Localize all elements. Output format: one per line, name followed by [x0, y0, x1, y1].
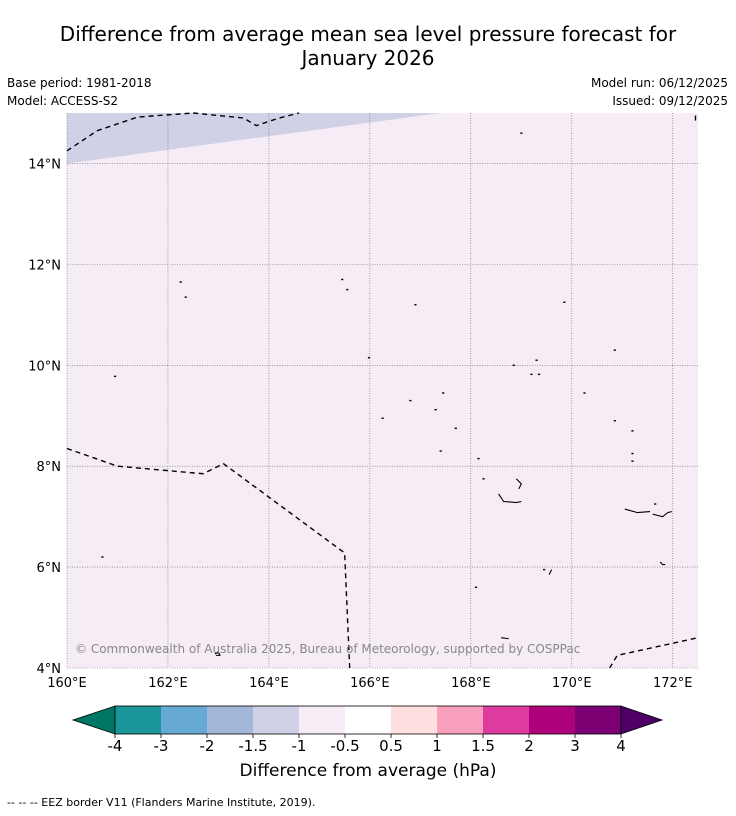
- meta-left: Base period: 1981-2018 Model: ACCESS-S2: [7, 74, 152, 110]
- island-marker: [346, 288, 349, 291]
- island-marker: [414, 304, 417, 306]
- footnote: -- -- -- EEZ border V11 (Flanders Marine…: [7, 796, 316, 809]
- colorbar-segment: [529, 706, 575, 734]
- lon-tick-label: 170°E: [552, 676, 592, 691]
- colorbar-title: Difference from average (hPa): [239, 761, 497, 781]
- title-line-1: Difference from average mean sea level p…: [59, 22, 677, 46]
- lon-tick-label: 172°E: [653, 676, 693, 691]
- island-marker: [439, 450, 442, 452]
- colorbar-segment: [345, 706, 391, 734]
- island-marker: [477, 457, 480, 460]
- island-marker: [381, 417, 384, 419]
- island-marker: [367, 357, 371, 359]
- model-name: Model: ACCESS-S2: [7, 94, 119, 108]
- colorbar-tick-label: -3: [154, 737, 169, 755]
- island-marker: [454, 427, 457, 430]
- atoll-coastline: [515, 478, 522, 490]
- lon-tick-label: 166°E: [350, 676, 390, 691]
- lat-tick-label: 10°N: [28, 359, 61, 374]
- eez-border: [609, 637, 699, 669]
- colorbar-tick-label: 1.5: [471, 737, 495, 755]
- colorbar-tick-label: -2: [200, 737, 215, 755]
- colorbar-tick-label: 4: [616, 737, 626, 755]
- lon-tick-label: 162°E: [148, 676, 188, 691]
- island-marker: [654, 503, 657, 505]
- colorbar-tick-label: -0.5: [330, 737, 359, 755]
- island-marker: [530, 373, 533, 376]
- chart-title: Difference from average mean sea level p…: [0, 22, 736, 70]
- colorbar-tick-label: -1: [292, 737, 307, 755]
- map-plot-area: © Commonwealth of Australia 2025, Bureau…: [66, 112, 699, 669]
- atoll-coastline: [548, 569, 553, 575]
- island-marker: [409, 399, 412, 402]
- colorbar-tick-label: -4: [108, 737, 123, 755]
- island-marker: [434, 408, 437, 411]
- island-marker: [537, 373, 541, 376]
- colorbar-tick-label: 1: [432, 737, 442, 755]
- island-marker: [631, 430, 634, 432]
- colorbar-segment: [483, 706, 529, 734]
- lat-tick-label: 6°N: [37, 561, 62, 576]
- island-marker: [613, 349, 616, 351]
- colorbar-segment: [391, 706, 437, 734]
- atoll-coastline: [498, 493, 522, 504]
- map-background: [67, 113, 698, 668]
- island-marker: [179, 281, 182, 283]
- island-marker: [563, 301, 566, 303]
- atoll-coastline: [652, 511, 672, 518]
- island-marker: [442, 392, 445, 394]
- atoll-coastline: [624, 508, 651, 514]
- lon-tick-label: 164°E: [249, 676, 289, 691]
- island-marker: [184, 296, 187, 298]
- lat-tick-label: 8°N: [37, 460, 62, 475]
- colorbar-segment: [253, 706, 299, 734]
- atoll-coastline: [659, 561, 666, 566]
- island-marker: [101, 556, 104, 558]
- colorbar-segment: [437, 706, 483, 734]
- island-marker: [113, 375, 117, 378]
- colorbar-tick-label: 0.5: [379, 737, 403, 755]
- colorbar-max-extension: [620, 705, 664, 735]
- colorbar-segment: [207, 706, 253, 734]
- island-marker: [631, 452, 634, 455]
- colorbar-segment: [575, 706, 621, 734]
- title-line-2: January 2026: [301, 46, 435, 70]
- island-marker: [341, 278, 344, 281]
- meta-right: Model run: 06/12/2025 Issued: 09/12/2025: [591, 74, 728, 110]
- colorbar: -4 -3 -2 -1.5 -1 -0.5 0.5 1 1.5 2 3 4: [71, 705, 664, 755]
- island-marker: [631, 460, 634, 462]
- island-marker: [535, 359, 538, 361]
- copyright-note: © Commonwealth of Australia 2025, Bureau…: [75, 642, 580, 656]
- eez-border: [66, 112, 194, 152]
- issued-date: Issued: 09/12/2025: [612, 94, 728, 108]
- island-marker: [613, 420, 616, 422]
- island-marker: [583, 392, 586, 394]
- colorbar-segment: [161, 706, 207, 734]
- lon-tick-label: 168°E: [451, 676, 491, 691]
- colorbar-segment: [115, 706, 161, 734]
- island-marker: [482, 478, 485, 480]
- island-marker: [520, 132, 523, 134]
- colorbar-min-extension: [71, 705, 116, 735]
- eez-border: [193, 112, 300, 127]
- model-run: Model run: 06/12/2025: [590, 76, 728, 90]
- lon-tick-label: 160°E: [47, 676, 87, 691]
- colorbar-tick-label: 2: [524, 737, 534, 755]
- atoll-coastline: [501, 637, 509, 640]
- lat-tick-label: 14°N: [28, 157, 61, 172]
- island-marker: [543, 568, 546, 571]
- pressure-band-minus-1: [67, 113, 441, 164]
- colorbar-tick-label: 3: [570, 737, 580, 755]
- island-marker: [216, 652, 219, 654]
- colorbar-tick-label: -1.5: [238, 737, 267, 755]
- colorbar-frame: [114, 705, 622, 735]
- island-marker: [474, 586, 478, 588]
- island-marker: [512, 364, 515, 366]
- colorbar-segment: [299, 706, 345, 734]
- base-period: Base period: 1981-2018: [7, 76, 152, 90]
- lat-tick-label: 4°N: [37, 662, 62, 677]
- map-axes: 160°E 162°E 164°E 166°E 168°E 170°E 172°E 14°N 1…: [28, 157, 692, 691]
- lat-tick-label: 12°N: [28, 258, 61, 273]
